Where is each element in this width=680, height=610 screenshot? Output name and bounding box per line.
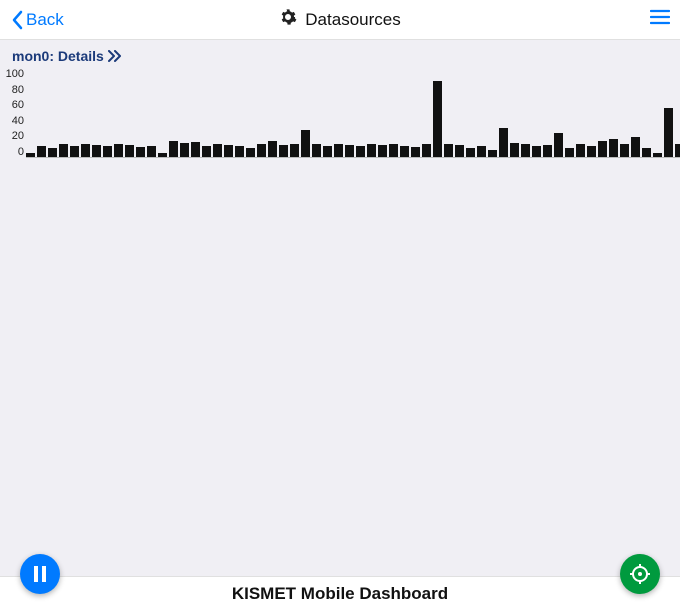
header-title: Datasources [0, 8, 680, 31]
chart-bar [543, 145, 552, 157]
chart-bar [48, 148, 57, 157]
chart-bar [521, 144, 530, 157]
chart-bar [400, 146, 409, 157]
chart-bar [576, 144, 585, 157]
back-button[interactable]: Back [10, 10, 64, 30]
chart-bar [653, 153, 662, 158]
chart-bar [158, 153, 167, 158]
chart-bar [323, 146, 332, 157]
chart-bar [422, 144, 431, 157]
chart-bar [70, 146, 79, 157]
back-label: Back [26, 10, 64, 30]
chart-bar [169, 141, 178, 157]
details-label: mon0: Details [12, 48, 104, 64]
chart-bar [257, 144, 266, 157]
chart-bar [191, 142, 200, 157]
activity-chart: 100 80 60 40 20 0 [0, 68, 680, 158]
chart-bar [290, 144, 299, 158]
y-tick-label: 0 [2, 146, 24, 158]
y-tick-label: 80 [2, 84, 24, 96]
chart-bar [356, 146, 365, 157]
y-tick-label: 20 [2, 130, 24, 142]
chart-bar [609, 139, 618, 157]
chart-bar [334, 144, 343, 157]
chart-bar [81, 144, 90, 157]
chart-bar [510, 143, 519, 157]
chart-bar [246, 148, 255, 157]
chart-bar [180, 143, 189, 157]
chart-bar [59, 144, 68, 158]
chart-bar [598, 141, 607, 157]
menu-button[interactable] [650, 9, 670, 30]
chart-bar [378, 145, 387, 157]
chart-bar [389, 144, 398, 157]
chevron-left-icon [10, 10, 24, 30]
chart-y-axis: 100 80 60 40 20 0 [2, 68, 26, 158]
chart-bar [114, 144, 123, 158]
chart-bar [587, 146, 596, 157]
details-link[interactable]: mon0: Details [0, 40, 680, 68]
chart-bar [37, 146, 46, 157]
page-title: Datasources [305, 10, 400, 30]
y-tick-label: 60 [2, 99, 24, 111]
crosshair-icon [628, 562, 652, 586]
chart-bars [26, 68, 680, 158]
pause-icon [33, 566, 47, 582]
chart-bar [213, 144, 222, 157]
locate-button[interactable] [620, 554, 660, 594]
header-bar: Back Datasources [0, 0, 680, 40]
double-chevron-right-icon [108, 50, 122, 62]
y-tick-label: 100 [2, 68, 24, 80]
chart-bar [433, 81, 442, 158]
chart-bar [136, 147, 145, 157]
chart-bar [411, 147, 420, 157]
chart-bar [92, 145, 101, 157]
chart-bar [224, 145, 233, 157]
chart-bar [620, 144, 629, 157]
chart-bar [554, 133, 563, 157]
chart-bar [477, 146, 486, 157]
hamburger-icon [650, 9, 670, 25]
chart-bar [147, 146, 156, 157]
chart-bar [466, 148, 475, 157]
chart-bar [125, 145, 134, 157]
chart-bar [345, 145, 354, 157]
chart-bar [532, 146, 541, 157]
chart-bar [499, 128, 508, 157]
chart-bar [642, 148, 651, 157]
chart-bar [202, 146, 211, 157]
chart-bar [455, 145, 464, 157]
chart-bar [301, 130, 310, 157]
chart-bar [103, 146, 112, 157]
chart-bar [664, 108, 673, 158]
pause-button[interactable] [20, 554, 60, 594]
footer-bar: KISMET Mobile Dashboard [0, 576, 680, 610]
chart-bar [367, 144, 376, 158]
chart-bar [235, 146, 244, 157]
chart-bar [444, 144, 453, 157]
chart-bar [631, 137, 640, 157]
footer-title: KISMET Mobile Dashboard [232, 584, 448, 604]
chart-bar [268, 141, 277, 157]
chart-bar [312, 144, 321, 157]
chart-bar [279, 145, 288, 157]
chart-bar [488, 150, 497, 157]
chart-bar [675, 144, 680, 158]
chart-bar [565, 148, 574, 157]
chart-bar [26, 153, 35, 158]
gear-icon [279, 8, 297, 31]
y-tick-label: 40 [2, 115, 24, 127]
